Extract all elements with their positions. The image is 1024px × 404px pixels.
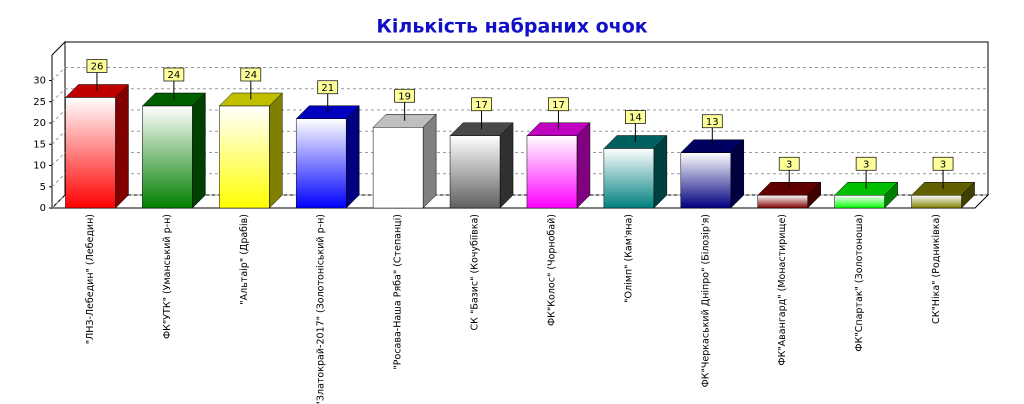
x-tick-label: СК"Ніка" (Родниківка) xyxy=(931,214,942,324)
value-label: 21 xyxy=(321,83,334,94)
x-tick-label: ФК"Авангард" (Монастирище) xyxy=(777,214,788,366)
bar-side xyxy=(576,122,591,209)
value-label-box xyxy=(625,110,646,124)
y-tick-label: 15 xyxy=(33,139,46,150)
value-label: 17 xyxy=(552,100,565,111)
bar xyxy=(603,148,655,209)
y-tick-label: 10 xyxy=(33,161,46,172)
value-label: 24 xyxy=(244,70,257,81)
x-tick-label: ФК"Спартак" (Золотоноша) xyxy=(854,214,865,352)
value-label: 3 xyxy=(863,159,869,170)
bar xyxy=(757,195,808,209)
value-label-box xyxy=(548,97,569,112)
x-tick-label: "Альтаір" (Драбів) xyxy=(239,214,250,305)
x-tick-label: ФК"Колос" (Чорнобай) xyxy=(546,214,557,326)
bar xyxy=(65,97,116,209)
bar xyxy=(834,195,885,209)
value-label: 14 xyxy=(629,113,642,124)
value-label: 19 xyxy=(398,91,411,102)
value-label: 3 xyxy=(786,159,792,170)
bar-side xyxy=(422,113,437,209)
x-tick-label: "ЛНЗ-Лебедин" (Лебедин) xyxy=(85,214,96,344)
bar xyxy=(680,152,732,209)
value-label-box xyxy=(86,59,108,73)
bar-side xyxy=(269,92,283,209)
bar-side xyxy=(115,83,129,209)
y-tick-label: 0 xyxy=(40,203,46,214)
x-tick-label: ФК"Черкаський Дніпро" (Білозір'я) xyxy=(700,214,711,387)
x-tick-label: "Олімп" (Кам'яна) xyxy=(623,214,634,303)
value-label: 24 xyxy=(168,70,181,81)
x-tick-label: "Росава-Наша Ряба" (Степанці) xyxy=(393,214,404,370)
bar xyxy=(295,118,347,209)
bar xyxy=(526,135,578,209)
value-label-box xyxy=(317,80,339,95)
value-label-box xyxy=(240,67,262,82)
value-label: 26 xyxy=(91,62,104,73)
value-label-box xyxy=(778,156,800,171)
y-tick-label: 20 xyxy=(33,118,46,129)
bar xyxy=(372,127,424,209)
bar xyxy=(219,105,270,209)
chart-title: Кількість набраних очок xyxy=(376,16,647,38)
x-tick-label: "Златокрай-2017" (Золотоніський р-н) xyxy=(316,214,327,404)
value-label-box xyxy=(471,97,492,112)
value-label-box xyxy=(701,114,723,129)
x-tick-label: СК "Базис" (Кочубіївка) xyxy=(470,214,481,330)
value-label: 17 xyxy=(475,100,488,111)
x-tick-label: ФК"УТК" (Уманський р-н) xyxy=(162,214,173,339)
bar-side xyxy=(192,92,206,209)
value-label-box xyxy=(932,156,954,171)
bar xyxy=(142,105,193,209)
bar-side xyxy=(499,122,514,209)
left-wall xyxy=(51,40,66,210)
value-label: 3 xyxy=(940,159,946,170)
y-tick-label: 5 xyxy=(40,182,46,193)
bar xyxy=(911,195,962,209)
value-label-box xyxy=(394,88,415,103)
y-tick-label: 25 xyxy=(33,97,46,108)
bar xyxy=(449,135,501,209)
y-tick-label: 30 xyxy=(33,76,46,87)
value-label-box xyxy=(163,67,185,82)
value-label-box xyxy=(855,156,877,171)
bar-side xyxy=(345,105,360,209)
value-label: 13 xyxy=(706,117,719,128)
